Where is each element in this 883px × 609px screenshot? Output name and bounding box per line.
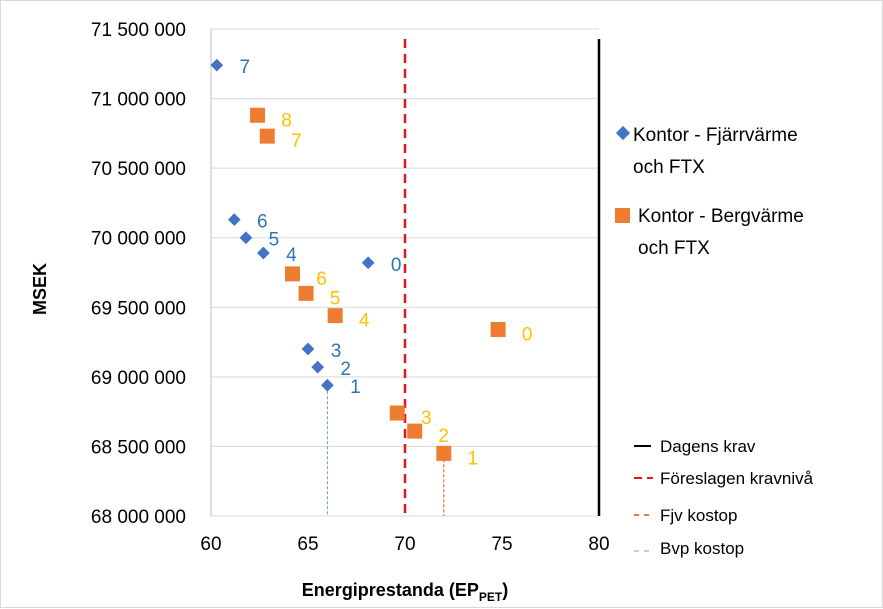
x-axis-title-subscript: PET [479,590,503,604]
data-point-label: 5 [269,230,280,251]
data-point-diamond [361,256,375,270]
legend-label-fjv-kostop: Fjv kostop [660,506,737,525]
data-point-label: 0 [522,325,533,346]
x-axis: 60 65 70 75 80 [200,534,609,555]
x-axis-title-end: ) [502,580,508,600]
data-point-square [389,405,405,421]
data-point-label: 8 [281,110,292,131]
x-tick-label: 80 [588,534,609,555]
legend-item-fjarrvarme: Kontor - Fjärrvärme och FTX [615,125,798,178]
data-point-diamond [321,378,334,392]
legend: Kontor - Fjärrvärme och FTX Kontor - Ber… [615,125,814,558]
data-point-diamond [210,58,224,72]
data-point-square [284,266,300,282]
x-tick-label: 70 [394,534,415,555]
reference-lines [326,39,601,516]
data-point-square [490,322,506,338]
y-tick-label: 68 000 000 [91,507,186,528]
data-point-label: 1 [468,448,479,469]
legend-label-bvp-kostop: Bvp kostop [660,539,744,558]
data-point-diamond [311,360,325,374]
data-point-diamond [257,246,270,260]
data-point-label: 2 [340,359,351,380]
legend-marker-square [615,208,630,223]
data-point-square [250,107,266,123]
data-point-square [436,445,452,461]
data-point-label: 4 [286,245,297,266]
data-point-label: 6 [257,212,268,233]
x-tick-label: 75 [491,534,512,555]
x-tick-label: 60 [200,534,221,555]
data-point-diamond [227,213,241,226]
x-axis-title: Energiprestanda (EPPET) [302,580,508,604]
data-point-label: 7 [240,57,251,78]
data-point-label: 0 [391,255,402,276]
legend-label-fjarrvarme-line2: och FTX [633,157,705,178]
y-tick-label: 70 500 000 [91,159,186,180]
y-axis: 71 500 000 71 000 000 70 500 000 70 000 000… [91,20,212,528]
data-markers [210,58,506,461]
legend-label-bergvarme-line2: och FTX [638,238,710,259]
data-point-label: 3 [331,341,342,362]
y-tick-label: 69 500 000 [91,298,186,319]
legend-label-fjarrvarme-line1: Kontor - Fjärrvärme [633,125,798,146]
data-point-square [298,285,314,301]
legend-item-dagens-krav: Dagens krav [634,437,756,456]
data-point-label: 7 [291,131,302,152]
data-point-square [259,128,275,144]
data-point-diamond [239,231,253,245]
data-point-label: 4 [359,311,370,332]
y-tick-label: 71 500 000 [91,20,186,41]
data-point-label: 3 [421,408,432,429]
x-tick-label: 65 [297,534,318,555]
data-point-diamond [301,342,315,356]
legend-item-bergvarme: Kontor - Bergvärme och FTX [615,206,804,259]
data-point-label: 2 [438,426,449,447]
data-point-square [407,423,423,439]
legend-item-bvp-kostop: Bvp kostop [634,539,744,558]
legend-marker-diamond [615,125,631,141]
data-point-label: 6 [316,269,327,290]
y-tick-label: 70 000 000 [91,229,186,250]
legend-item-fjv-kostop: Fjv kostop [634,506,737,525]
x-axis-title-main: Energiprestanda (EP [302,580,479,600]
y-tick-label: 69 000 000 [91,368,186,389]
data-point-label: 5 [330,288,341,309]
data-point-label: 1 [350,377,361,398]
y-tick-label: 71 000 000 [91,90,186,111]
legend-label-bergvarme-line1: Kontor - Bergvärme [638,206,804,227]
data-point-square [327,308,343,324]
y-axis-title: MSEK [30,263,50,315]
legend-item-foreslagen: Föreslagen kravnivå [634,469,814,488]
legend-label-dagens-krav: Dagens krav [660,437,756,456]
legend-label-foreslagen: Föreslagen kravnivå [660,469,814,488]
y-tick-label: 68 500 000 [91,437,186,458]
